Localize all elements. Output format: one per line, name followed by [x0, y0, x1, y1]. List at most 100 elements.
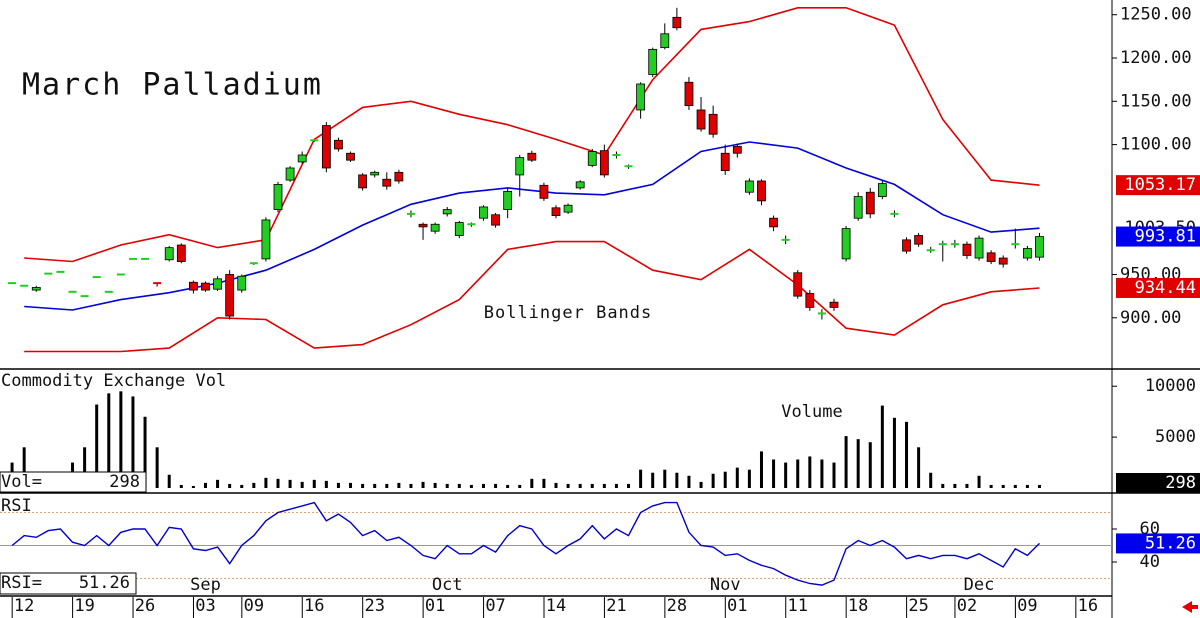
candle-body: [454, 222, 464, 236]
x-tick-label: 11: [787, 596, 807, 616]
volume-bar: [723, 471, 727, 488]
candle-body: [563, 204, 573, 213]
candle-body: [273, 184, 283, 210]
volume-bar: [1037, 484, 1041, 488]
volume-bar: [276, 478, 280, 488]
x-tick-label: 03: [195, 596, 215, 616]
volume-bar: [95, 404, 99, 488]
candle-body: [467, 223, 476, 226]
volume-bar: [614, 483, 618, 488]
volume-bar: [421, 481, 425, 488]
volume-bar: [892, 417, 896, 488]
volume-bar: [373, 483, 377, 488]
candle-body: [575, 181, 585, 189]
band-lower: [24, 240, 1040, 353]
volume-bar: [844, 436, 848, 488]
candle-body: [515, 157, 525, 176]
x-tick-label: 26: [135, 596, 155, 616]
volume-bar: [397, 482, 401, 488]
volume-bar: [288, 479, 292, 488]
candle-body: [104, 290, 113, 293]
volume-bar: [494, 483, 498, 488]
volume-bar: [699, 481, 703, 488]
candle-body: [853, 196, 863, 219]
candle-body: [757, 180, 766, 202]
x-tick-label: 16: [1078, 596, 1098, 616]
volume-bar: [711, 473, 715, 488]
volume-bar: [203, 482, 207, 488]
value-box-label: 993.81: [1135, 227, 1196, 247]
volume-bar: [336, 482, 340, 488]
candle-body: [491, 214, 500, 226]
volume-bar: [989, 484, 993, 488]
volume-bar: [590, 483, 594, 488]
volume-bar: [179, 484, 183, 488]
volume-bar: [445, 483, 449, 488]
x-tick-label: 09: [244, 596, 264, 616]
volume-bar: [155, 447, 159, 488]
y-tick-label: 900.00: [1120, 308, 1181, 328]
volume-bar: [627, 483, 631, 488]
candle-body: [80, 295, 89, 298]
candle-body: [261, 219, 271, 260]
volume-bar: [856, 439, 860, 488]
candle-body: [660, 33, 670, 49]
candle-body: [890, 212, 899, 215]
volume-bar: [191, 485, 195, 488]
info-box: [0, 572, 137, 595]
x-tick-label: 01: [727, 596, 747, 616]
candle-body: [744, 180, 754, 193]
volume-bar: [566, 483, 570, 488]
volume-bar: [481, 483, 485, 488]
candle-body: [684, 81, 694, 107]
volume-bar: [83, 447, 87, 488]
candle-body: [902, 239, 911, 252]
volume-bar: [361, 483, 365, 488]
x-tick-label: 18: [848, 596, 868, 616]
candle-body: [612, 153, 621, 156]
candle-body: [382, 178, 392, 187]
volume-bar: [905, 421, 909, 488]
volume-bar: [312, 479, 316, 488]
candle-body: [696, 109, 706, 130]
candle-body: [153, 282, 162, 285]
volume-bar: [216, 479, 220, 488]
candle-body: [962, 243, 972, 256]
x-tick-label: 28: [667, 596, 687, 616]
month-label: Nov: [710, 575, 741, 595]
volume-bar: [929, 472, 933, 488]
candle-body: [624, 165, 633, 168]
volume-bar: [107, 393, 111, 488]
volume-bar: [542, 478, 546, 488]
candle-body: [128, 257, 137, 260]
month-label: Oct: [432, 575, 463, 595]
x-tick-label: 19: [74, 596, 94, 616]
info-prefix: RSI=: [1, 573, 42, 593]
value-box-label: 51.26: [1145, 533, 1196, 553]
volume-bar: [808, 456, 812, 488]
candle-body: [841, 228, 851, 260]
candle-body: [805, 293, 815, 308]
band-upper: [24, 7, 1040, 263]
month-label: Dec: [964, 575, 995, 595]
x-tick-label: 16: [304, 596, 324, 616]
candle-body: [188, 281, 198, 291]
volume-bar: [457, 483, 461, 488]
candle-body: [974, 237, 984, 259]
candle-body: [176, 244, 186, 262]
chart-title: March Palladium: [22, 68, 323, 103]
volume-bar: [868, 442, 872, 488]
candle-body: [781, 238, 790, 241]
volume-bar: [143, 416, 147, 488]
x-tick-label: 23: [364, 596, 384, 616]
value-box-label: 1053.17: [1124, 175, 1196, 195]
rsi-line: [11, 501, 1040, 586]
value-box: [1116, 277, 1200, 298]
volume-bar: [675, 472, 679, 488]
candle-body: [418, 223, 428, 228]
candle-body: [648, 48, 658, 75]
info-prefix: Vol=: [1, 472, 42, 492]
info-value: 51.26: [79, 573, 130, 593]
value-box: [1116, 175, 1200, 196]
